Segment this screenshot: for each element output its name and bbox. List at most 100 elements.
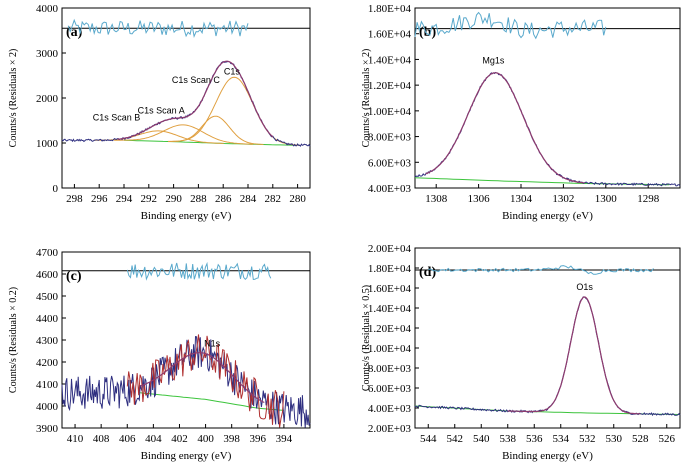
series-peak-c1s — [169, 76, 300, 146]
y-axis-label: Counts/s (Residuals × 0.2) — [8, 287, 19, 393]
x-axis-label: Binding energy (eV) — [502, 210, 593, 222]
series-spectrum — [414, 71, 681, 187]
x-tick-label: 286 — [215, 193, 232, 205]
x-tick-label: 294 — [116, 193, 133, 205]
y-tick-label: 2.00E+04 — [368, 243, 412, 255]
panel-d: 2.00E+03 4.00E+03 6.00E+03 8.00E+03 1.00E+04… — [361, 243, 681, 462]
y-tick-label: 1.20E+04 — [368, 323, 412, 335]
series-peak-c1s-scan-b — [93, 130, 224, 144]
series-envelope — [140, 352, 265, 404]
y-tick-label: 8.00E+03 — [368, 363, 412, 375]
residual-trace — [126, 261, 272, 281]
panel-label: (d) — [419, 265, 436, 280]
x-tick-label: 538 — [500, 433, 517, 445]
y-tick-label: 4000 — [36, 3, 59, 15]
y-tick-label: 4500 — [36, 291, 59, 303]
y-tick-label: 1.60E+04 — [368, 283, 412, 295]
x-tick-label: 402 — [171, 433, 188, 445]
x-tick-label: 1308 — [425, 193, 448, 205]
plot-frame — [61, 251, 311, 429]
x-tick-label: 282 — [265, 193, 282, 205]
x-axis-label: Binding energy (eV) — [502, 450, 593, 462]
x-tick-label: 398 — [223, 433, 240, 445]
x-tick-label: 280 — [289, 193, 306, 205]
x-tick-label: 400 — [197, 433, 214, 445]
series-spectrum — [414, 296, 681, 417]
series-peak-c1s-scan-a — [114, 124, 253, 145]
y-tick-label: 1.80E+04 — [368, 263, 412, 275]
panel-label: (c) — [66, 269, 82, 284]
series-background — [140, 392, 284, 411]
panel-b: 4.00E+03 6.00E+03 8.00E+03 1.00E+04 1.20E+04… — [361, 3, 681, 222]
x-tick-label: 544 — [420, 433, 437, 445]
plot-frame — [414, 7, 681, 189]
series-peak-c1s-scan-c — [167, 115, 264, 145]
x-tick-label: 532 — [579, 433, 596, 445]
y-tick-label: 8.00E+03 — [368, 132, 412, 144]
x-tick-label: 526 — [659, 433, 676, 445]
y-tick-label: 1.00E+04 — [368, 106, 412, 118]
y-tick-label: 4.00E+03 — [368, 183, 412, 195]
x-tick-label: 540 — [473, 433, 490, 445]
x-tick-label: 290 — [165, 193, 182, 205]
x-tick-label: 404 — [145, 433, 162, 445]
y-tick-label: 2.00E+03 — [368, 423, 412, 435]
x-axis-label: Binding energy (eV) — [141, 210, 232, 222]
x-tick-label: 528 — [632, 433, 649, 445]
peak-annotation: C1s Scan A — [138, 105, 185, 115]
y-tick-label: 4300 — [36, 335, 59, 347]
x-tick-label: 530 — [606, 433, 623, 445]
series-envelope — [117, 60, 274, 140]
y-tick-label: 1.60E+04 — [368, 29, 412, 41]
x-tick-label: 288 — [190, 193, 207, 205]
y-tick-label: 4700 — [36, 247, 59, 259]
y-tick-label: 4100 — [36, 379, 59, 391]
y-axis-label: Counts/s (Residuals × 0.5) — [361, 285, 372, 391]
x-tick-label: 408 — [93, 433, 110, 445]
y-tick-label: 1.40E+04 — [368, 303, 412, 315]
residual-trace — [428, 265, 654, 275]
residual-trace — [67, 18, 249, 38]
y-tick-label: 4400 — [36, 313, 59, 325]
peak-annotation: Mg1s — [482, 55, 505, 65]
plot-frame — [414, 247, 681, 429]
y-tick-label: 0 — [53, 183, 59, 195]
y-tick-label: 6.00E+03 — [368, 157, 412, 169]
peak-annotation: N1s — [204, 339, 221, 349]
peak-annotation: C1s — [224, 67, 241, 77]
x-tick-label: 396 — [250, 433, 267, 445]
x-tick-label: 1304 — [510, 193, 533, 205]
x-tick-label: 296 — [91, 193, 108, 205]
y-tick-label: 4200 — [36, 357, 59, 369]
y-tick-label: 1000 — [36, 138, 59, 150]
peak-annotation: C1s Scan B — [93, 113, 141, 123]
peak-annotation: C1s Scan C — [172, 75, 221, 85]
x-tick-label: 410 — [67, 433, 84, 445]
y-tick-label: 1.20E+04 — [368, 80, 412, 92]
peak-annotation: O1s — [576, 282, 593, 292]
y-axis-label: Counts/s (Residuals × 2) — [361, 49, 372, 148]
x-axis-label: Binding energy (eV) — [141, 450, 232, 462]
x-tick-label: 406 — [119, 433, 136, 445]
y-tick-label: 1.80E+04 — [368, 3, 412, 15]
x-tick-label: 292 — [141, 193, 158, 205]
series-envelope — [425, 72, 585, 184]
y-tick-label: 1.00E+04 — [368, 343, 412, 355]
y-tick-label: 1.40E+04 — [368, 54, 412, 66]
x-tick-label: 394 — [276, 433, 293, 445]
x-tick-label: 284 — [240, 193, 257, 205]
series-spectrum-region — [126, 334, 285, 428]
y-tick-label: 3000 — [36, 48, 59, 60]
y-tick-label: 2000 — [36, 93, 59, 105]
x-tick-label: 1306 — [468, 193, 491, 205]
y-axis-label: Counts/s (Residuals × 2) — [8, 49, 19, 148]
x-tick-label: 542 — [447, 433, 464, 445]
panel-label: (b) — [419, 25, 436, 40]
panel-c: 3900 4000 4100 4200 4300 4400 4500 4600 4700 410 4… — [8, 247, 311, 462]
x-tick-label: 1302 — [552, 193, 574, 205]
x-tick-label: 1298 — [637, 193, 660, 205]
residual-trace — [414, 11, 607, 40]
y-tick-label: 4600 — [36, 269, 59, 281]
y-tick-label: 3900 — [36, 423, 59, 435]
x-tick-label: 536 — [526, 433, 543, 445]
